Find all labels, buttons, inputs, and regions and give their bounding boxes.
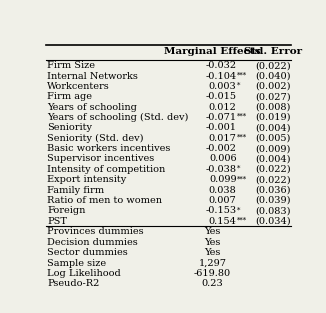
- Text: Pseudo-R2: Pseudo-R2: [47, 279, 99, 288]
- Text: ***: ***: [237, 113, 247, 121]
- Text: Sample size: Sample size: [47, 259, 106, 268]
- Text: Ratio of men to women: Ratio of men to women: [47, 196, 162, 205]
- Text: 0.003: 0.003: [209, 82, 237, 91]
- Text: -0.071: -0.071: [205, 113, 237, 122]
- Text: Firm Size: Firm Size: [47, 61, 95, 70]
- Text: (0.004): (0.004): [256, 154, 291, 163]
- Text: 0.154: 0.154: [209, 217, 237, 226]
- Text: Years of schooling (Std. dev): Years of schooling (Std. dev): [47, 113, 188, 122]
- Text: Log Likelihood: Log Likelihood: [47, 269, 121, 278]
- Text: 0.017: 0.017: [209, 134, 237, 143]
- Text: 0.099: 0.099: [209, 175, 237, 184]
- Text: 0.012: 0.012: [209, 103, 237, 112]
- Text: Internal Networks: Internal Networks: [47, 72, 138, 80]
- Text: Yes: Yes: [204, 248, 221, 257]
- Text: Seniority (Std. dev): Seniority (Std. dev): [47, 134, 143, 143]
- Text: (0.022): (0.022): [255, 61, 291, 70]
- Text: Sector dummies: Sector dummies: [47, 248, 128, 257]
- Text: (0.005): (0.005): [256, 134, 291, 143]
- Text: Family firm: Family firm: [47, 186, 104, 195]
- Text: 0.006: 0.006: [209, 154, 237, 163]
- Text: -0.038: -0.038: [206, 165, 237, 174]
- Text: ***: ***: [237, 72, 247, 80]
- Text: Basic workers incentives: Basic workers incentives: [47, 144, 170, 153]
- Text: -0.002: -0.002: [206, 144, 237, 153]
- Text: ***: ***: [237, 175, 247, 183]
- Text: -0.015: -0.015: [206, 92, 237, 101]
- Text: Firm age: Firm age: [47, 92, 92, 101]
- Text: (0.002): (0.002): [256, 82, 291, 91]
- Text: (0.009): (0.009): [256, 144, 291, 153]
- Text: (0.019): (0.019): [256, 113, 291, 122]
- Text: Yes: Yes: [204, 238, 221, 247]
- Text: Decision dummies: Decision dummies: [47, 238, 138, 247]
- Text: (0.036): (0.036): [256, 186, 291, 195]
- Text: -0.104: -0.104: [205, 72, 237, 80]
- Text: Provinces dummies: Provinces dummies: [47, 228, 144, 237]
- Text: 0.23: 0.23: [202, 279, 223, 288]
- Text: 0.007: 0.007: [209, 196, 237, 205]
- Text: (0.022): (0.022): [255, 165, 291, 174]
- Text: Export intensity: Export intensity: [47, 175, 126, 184]
- Text: Yes: Yes: [204, 228, 221, 237]
- Text: (0.022): (0.022): [255, 175, 291, 184]
- Text: (0.004): (0.004): [256, 123, 291, 132]
- Text: PST: PST: [47, 217, 67, 226]
- Text: Supervisor incentives: Supervisor incentives: [47, 154, 154, 163]
- Text: Foreign: Foreign: [47, 206, 85, 215]
- Text: 0.038: 0.038: [209, 186, 237, 195]
- Text: Seniority: Seniority: [47, 123, 92, 132]
- Text: ***: ***: [237, 134, 247, 142]
- Text: Workcenters: Workcenters: [47, 82, 110, 91]
- Text: Std. Error: Std. Error: [244, 47, 302, 56]
- Text: *: *: [237, 165, 241, 173]
- Text: ***: ***: [237, 217, 247, 225]
- Text: (0.034): (0.034): [255, 217, 291, 226]
- Text: -0.001: -0.001: [206, 123, 237, 132]
- Text: (0.040): (0.040): [256, 72, 291, 80]
- Text: 1,297: 1,297: [199, 259, 227, 268]
- Text: *: *: [237, 82, 241, 90]
- Text: Marginal Effects: Marginal Effects: [164, 47, 261, 56]
- Text: (0.039): (0.039): [256, 196, 291, 205]
- Text: -0.153: -0.153: [205, 206, 237, 215]
- Text: (0.027): (0.027): [255, 92, 291, 101]
- Text: Years of schooling: Years of schooling: [47, 103, 137, 112]
- Text: -0.032: -0.032: [205, 61, 237, 70]
- Text: (0.083): (0.083): [256, 206, 291, 215]
- Text: *: *: [237, 206, 241, 214]
- Text: Intensity of competition: Intensity of competition: [47, 165, 165, 174]
- Text: -619.80: -619.80: [194, 269, 231, 278]
- Text: (0.008): (0.008): [256, 103, 291, 112]
